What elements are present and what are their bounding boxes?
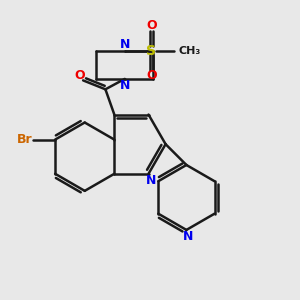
Text: O: O [75, 68, 86, 82]
Text: N: N [120, 79, 130, 92]
Text: S: S [146, 44, 157, 58]
Text: N: N [146, 174, 156, 187]
Text: O: O [146, 69, 157, 82]
Text: O: O [146, 19, 157, 32]
Text: N: N [120, 38, 130, 51]
Text: N: N [183, 230, 193, 243]
Text: CH₃: CH₃ [178, 46, 200, 56]
Text: Br: Br [17, 133, 32, 146]
